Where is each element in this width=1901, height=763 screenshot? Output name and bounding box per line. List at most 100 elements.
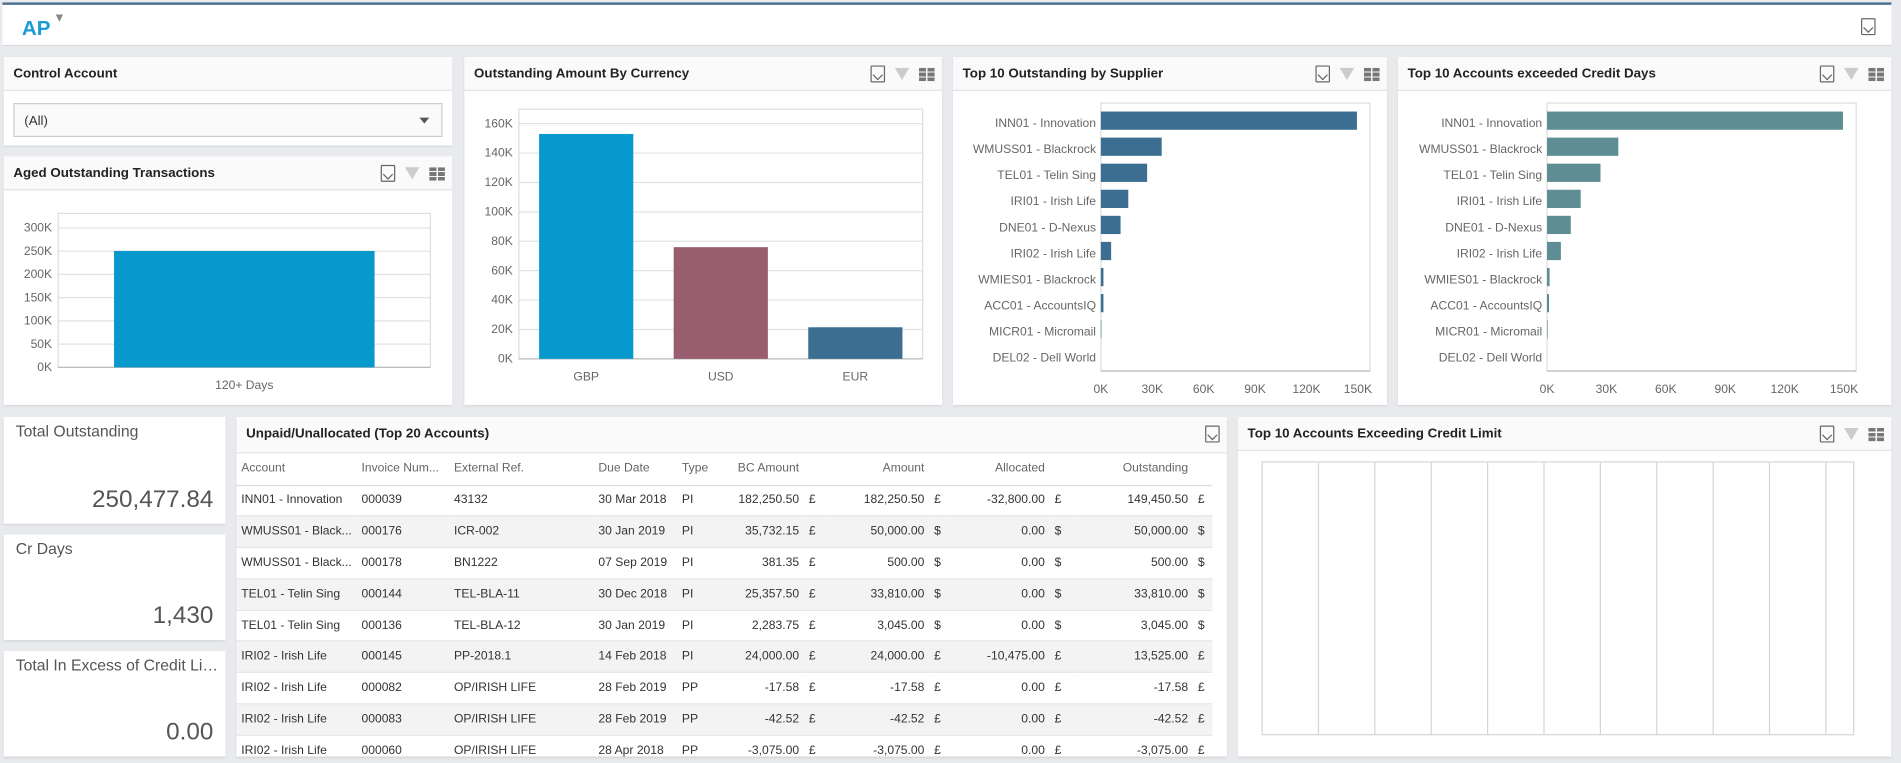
table-cell: -10,475.00 — [948, 641, 1050, 674]
table-cell: $ — [929, 516, 949, 549]
grid-view-icon[interactable] — [1868, 67, 1885, 81]
table-cell: 24,000.00 — [828, 641, 930, 674]
export-icon[interactable] — [1861, 18, 1876, 36]
table-cell: £ — [803, 547, 829, 580]
y-tick-label: ACC01 - AccountsIQ — [984, 298, 1096, 312]
table-cell: PP — [677, 672, 726, 705]
y-tick-label: TEL01 - Telin Sing — [1443, 168, 1542, 182]
filter-icon[interactable] — [55, 14, 64, 22]
table-cell: 24,000.00 — [725, 641, 804, 674]
column-header[interactable]: Due Date — [593, 453, 678, 486]
grid-view-icon[interactable] — [918, 67, 935, 81]
clear-filter-icon[interactable] — [894, 67, 910, 81]
x-tick-label: EUR — [843, 370, 869, 384]
table-cell: -17.58 — [1073, 672, 1193, 705]
export-icon[interactable] — [1205, 425, 1220, 443]
column-header[interactable] — [1049, 453, 1074, 486]
control-account-dropdown[interactable]: (All) — [13, 103, 443, 138]
table-cell: $ — [1049, 547, 1074, 580]
table-cell: 0.00 — [948, 610, 1050, 642]
table-cell: 182,250.50 — [828, 484, 930, 517]
table-cell: 30 Dec 2018 — [593, 578, 678, 611]
column-header[interactable]: Invoice Num... — [356, 453, 450, 486]
table-cell: PP — [677, 735, 726, 757]
column-header[interactable]: BC Amount — [725, 453, 804, 486]
bar — [1547, 294, 1550, 313]
table-cell: IRI02 - Irish Life — [236, 641, 357, 674]
table-row[interactable]: IRI02 - Irish Life 000145 PP-2018.1 14 Feb … — [236, 641, 1213, 674]
table-cell: 35,732.15 — [725, 516, 804, 549]
bar — [114, 250, 375, 368]
column-header[interactable]: Type — [677, 453, 726, 486]
column-header[interactable] — [803, 453, 829, 486]
table-cell: PP-2018.1 — [449, 641, 594, 674]
table-cell: 33,810.00 — [828, 578, 930, 611]
column-header[interactable]: Allocated — [948, 453, 1050, 486]
grid-view-icon[interactable] — [1363, 67, 1380, 81]
table-row[interactable]: INN01 - Innovation 000039 43132 30 Mar 2018… — [236, 484, 1213, 517]
supplier-chart: 0K 30K 60K 90K 120K 150K INN01 - Innovation WMU… — [973, 102, 1372, 396]
table-row[interactable]: TEL01 - Telin Sing 000136 TEL-BLA-12 30 Jan… — [236, 610, 1213, 642]
table-cell: 0.00 — [948, 516, 1050, 549]
clear-filter-icon[interactable] — [1339, 67, 1355, 81]
clear-filter-icon[interactable] — [1844, 67, 1859, 81]
column-header[interactable] — [1192, 453, 1213, 486]
table-row[interactable]: IRI02 - Irish Life 000082 OP/IRISH LIFE 28 … — [236, 672, 1213, 705]
x-tick-label: 90K — [1714, 382, 1736, 396]
table-row[interactable]: IRI02 - Irish Life 000060 OP/IRISH LIFE 28 … — [236, 735, 1213, 757]
table-cell: $ — [929, 578, 949, 611]
clear-filter-icon[interactable] — [404, 167, 420, 180]
bar — [1100, 189, 1129, 208]
panel-title: Control Account — [13, 66, 118, 82]
table-cell: -32,800.00 — [948, 484, 1050, 517]
column-header[interactable]: External Ref. — [449, 453, 594, 486]
credit-limit-chart — [1261, 461, 1855, 736]
clear-filter-icon[interactable] — [1844, 427, 1859, 441]
y-tick-label: 20K — [491, 322, 513, 336]
export-icon[interactable] — [380, 164, 396, 182]
kpi-label: Total In Excess of Credit Lim... — [15, 655, 222, 675]
grid-view-icon[interactable] — [1868, 427, 1885, 441]
column-header[interactable] — [929, 453, 949, 486]
bar — [1547, 189, 1581, 208]
y-tick-label: DNE01 - D-Nexus — [1445, 220, 1542, 234]
table-cell: £ — [803, 703, 829, 736]
export-icon[interactable] — [1819, 65, 1835, 83]
export-icon[interactable] — [1819, 425, 1835, 443]
table-cell: £ — [929, 703, 949, 736]
export-icon[interactable] — [1315, 65, 1331, 83]
table-row[interactable]: WMUSS01 - Black... 000176 ICR-002 30 Jan 20… — [236, 516, 1213, 549]
y-tick-label: DEL02 - Dell World — [1439, 351, 1542, 365]
table-cell: £ — [1192, 641, 1213, 674]
bar — [539, 133, 634, 359]
export-icon[interactable] — [870, 65, 886, 83]
grid-view-icon[interactable] — [429, 166, 445, 181]
table-cell: 000178 — [356, 547, 450, 580]
y-tick-label: 40K — [491, 293, 513, 307]
table-row[interactable]: TEL01 - Telin Sing 000144 TEL-BLA-11 30 Dec… — [236, 578, 1213, 611]
chevron-down-icon — [419, 117, 430, 124]
table-cell: IRI02 - Irish Life — [236, 735, 357, 757]
panel-title: Top 10 Accounts Exceeding Credit Limit — [1247, 426, 1502, 442]
table-cell: -3,075.00 — [828, 735, 930, 757]
y-tick-label: 50K — [31, 337, 53, 351]
y-tick-label: MICR01 - Micromail — [989, 325, 1096, 339]
aged-outstanding-panel: Aged Outstanding Transactions 0K 50K 100K 1… — [3, 156, 453, 405]
table-cell: 000060 — [356, 735, 450, 757]
y-tick-label: DNE01 - D-Nexus — [999, 220, 1096, 234]
table-cell: 000082 — [356, 672, 450, 705]
table-cell: TEL-BLA-11 — [449, 578, 594, 611]
y-tick-label: INN01 - Innovation — [1441, 116, 1542, 130]
table-cell: 30 Mar 2018 — [593, 484, 678, 517]
table-cell: 0.00 — [948, 735, 1050, 757]
table-row[interactable]: WMUSS01 - Black... 000178 BN1222 07 Sep 201… — [236, 547, 1213, 580]
column-header[interactable]: Outstanding — [1073, 453, 1193, 486]
panel-title: Aged Outstanding Transactions — [13, 166, 215, 181]
bar — [808, 327, 903, 359]
column-header[interactable]: Amount — [828, 453, 930, 486]
column-header[interactable]: Account — [236, 453, 357, 486]
table-row[interactable]: IRI02 - Irish Life 000083 OP/IRISH LIFE 28 … — [236, 703, 1213, 736]
table-cell: 3,045.00 — [1073, 610, 1193, 642]
bar — [1100, 294, 1104, 313]
table-cell: 0.00 — [948, 578, 1050, 611]
